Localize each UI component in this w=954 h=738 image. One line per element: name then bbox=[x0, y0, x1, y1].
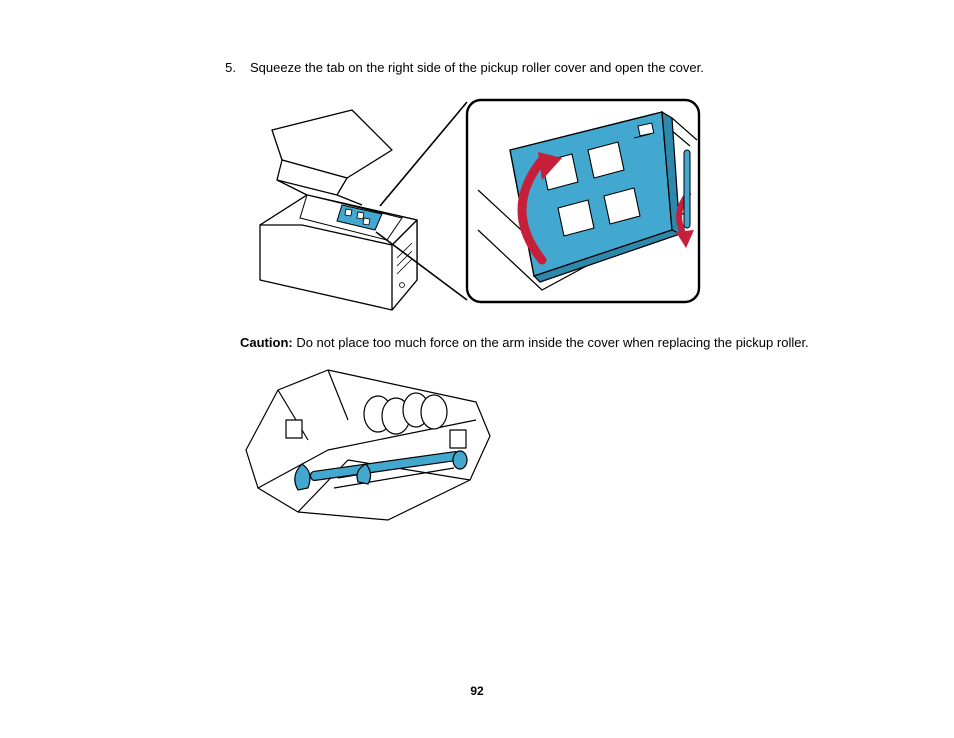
caution-label: Caution: bbox=[240, 335, 293, 350]
step-number: 5. bbox=[208, 60, 250, 75]
caution-text: Do not place too much force on the arm i… bbox=[293, 335, 809, 350]
figure-cover-arm bbox=[238, 360, 498, 535]
caution-block: Caution: Do not place too much force on … bbox=[240, 335, 940, 350]
figure-open-cover bbox=[242, 90, 712, 320]
instruction-step: 5. Squeeze the tab on the right side of … bbox=[208, 60, 928, 75]
step-line: 5. Squeeze the tab on the right side of … bbox=[208, 60, 928, 75]
step-text: Squeeze the tab on the right side of the… bbox=[250, 60, 928, 75]
page-number: 92 bbox=[0, 684, 954, 698]
